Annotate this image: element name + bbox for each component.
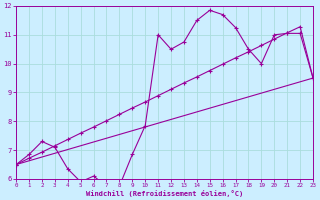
X-axis label: Windchill (Refroidissement éolien,°C): Windchill (Refroidissement éolien,°C) — [86, 190, 243, 197]
